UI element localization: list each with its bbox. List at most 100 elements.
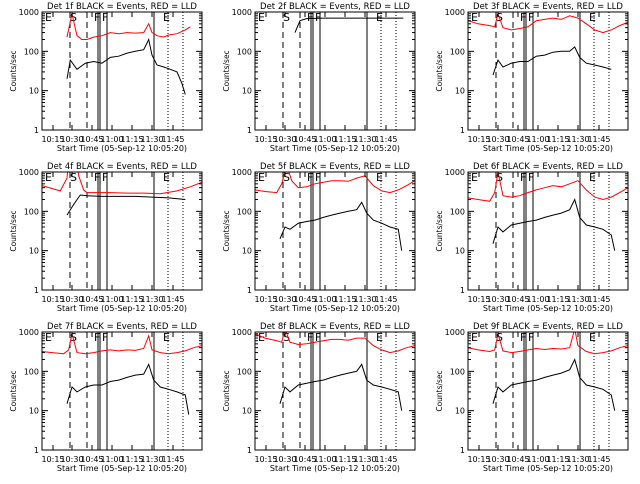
y-tick-label: 100: [24, 47, 39, 56]
events-series-line: [66, 37, 186, 95]
x-tick-label: 10:45: [506, 295, 529, 304]
y-tick-label: 10: [455, 87, 465, 96]
y-tick-label: 100: [237, 367, 252, 376]
y-tick-label: 1000: [19, 8, 39, 17]
y-tick-label: 1: [460, 446, 465, 455]
lld-series-line: [42, 172, 202, 195]
event-marker-label: S: [70, 11, 77, 24]
y-axis-label: Counts/sec: [435, 370, 444, 411]
x-tick-label: 11:00: [100, 455, 123, 464]
x-tick-label: 10:45: [293, 135, 316, 144]
series-group: [255, 332, 415, 411]
y-tick-label: 10: [29, 247, 39, 256]
event-marker-label: E: [163, 331, 170, 344]
y-axis: 1 10 100 1000: [232, 168, 415, 295]
lld-series-line: [42, 333, 202, 355]
panel-title: Det 3f BLACK = Events, RED = LLD: [473, 2, 623, 12]
event-marker-label: S: [283, 11, 290, 24]
y-axis-label: Counts/sec: [9, 50, 18, 91]
x-tick-label: 10:15: [467, 455, 490, 464]
event-marker-label: F: [94, 11, 100, 24]
y-tick-label: 1000: [445, 168, 465, 177]
marker-lines: [69, 12, 184, 130]
plot-frame: [254, 171, 416, 291]
plot-frame: [254, 11, 416, 131]
x-tick-label: 11:15: [333, 455, 356, 464]
event-marker-label: E: [589, 171, 596, 184]
y-axis-label: Counts/sec: [222, 50, 231, 91]
event-marker-label: F: [520, 331, 526, 344]
x-tick-label: 11:45: [374, 295, 397, 304]
series-group: [468, 172, 628, 251]
x-axis-label: Start Time (05-Sep-12 10:05:20): [483, 144, 613, 153]
y-axis-label: Counts/sec: [435, 210, 444, 251]
event-marker-label: E: [589, 11, 596, 24]
x-tick-label: 11:45: [587, 455, 610, 464]
panel-title: Det 5f BLACK = Events, RED = LLD: [260, 162, 410, 172]
x-tick-label: 10:45: [293, 295, 316, 304]
x-tick-label: 10:30: [60, 135, 83, 144]
event-marker-label: F: [528, 331, 534, 344]
y-tick-label: 1000: [19, 168, 39, 177]
x-axis-label: Start Time (05-Sep-12 10:05:20): [483, 304, 613, 313]
y-tick-label: 1: [460, 286, 465, 295]
x-tick-label: 11:00: [313, 455, 336, 464]
x-tick-label: 10:30: [273, 295, 296, 304]
x-axis-label: Start Time (05-Sep-12 10:05:20): [483, 464, 613, 473]
event-marker-label: F: [528, 171, 534, 184]
x-tick-label: 11:30: [353, 295, 376, 304]
x-axis-label: Start Time (05-Sep-12 10:05:20): [57, 144, 187, 153]
x-tick-label: 11:45: [374, 455, 397, 464]
x-tick-label: 11:30: [566, 135, 589, 144]
x-tick-label: 11:45: [587, 295, 610, 304]
y-tick-label: 1000: [232, 168, 252, 177]
lld-series-line: [468, 12, 628, 34]
x-axis-label: Start Time (05-Sep-12 10:05:20): [57, 304, 187, 313]
x-tick-label: 11:45: [161, 295, 184, 304]
panel-title: Det 4f BLACK = Events, RED = LLD: [47, 162, 197, 172]
y-axis: 1 10 100 1000: [19, 328, 202, 455]
x-tick-label: 11:15: [333, 135, 356, 144]
marker-lines: [282, 332, 397, 450]
x-tick-label: 10:30: [273, 135, 296, 144]
event-marker-label: F: [315, 171, 321, 184]
y-tick-label: 100: [450, 367, 465, 376]
y-axis: 1 10 100 1000: [232, 328, 415, 455]
x-tick-label: 10:30: [486, 295, 509, 304]
event-marker-label: E: [258, 171, 265, 184]
y-axis-label: Counts/sec: [9, 370, 18, 411]
x-tick-label: 10:30: [60, 455, 83, 464]
events-series-line: [492, 46, 612, 76]
y-axis-label: Counts/sec: [9, 210, 18, 251]
y-axis: 1 10 100 1000: [19, 8, 202, 135]
event-marker-label: E: [471, 171, 478, 184]
y-axis-label: Counts/sec: [222, 210, 231, 251]
y-axis: 1 10 100 1000: [445, 8, 628, 135]
marker-lines: [282, 12, 397, 130]
event-marker-label: E: [376, 11, 383, 24]
event-marker-label: F: [520, 11, 526, 24]
events-series-line: [66, 194, 186, 216]
x-tick-label: 10:15: [41, 295, 64, 304]
panel-title: Det 8f BLACK = Events, RED = LLD: [260, 322, 410, 332]
x-tick-label: 11:30: [140, 455, 163, 464]
event-marker-label: F: [102, 11, 108, 24]
x-tick-label: 10:15: [41, 135, 64, 144]
x-tick-label: 11:15: [546, 135, 569, 144]
series-group: [468, 332, 628, 411]
x-tick-label: 11:15: [120, 455, 143, 464]
y-axis: 1 10 100 1000: [445, 168, 628, 295]
event-marker-label: F: [102, 171, 108, 184]
event-marker-label: F: [315, 11, 321, 24]
lld-series-line: [255, 172, 415, 194]
panel-title: Det 6f BLACK = Events, RED = LLD: [473, 162, 623, 172]
event-marker-label: E: [589, 331, 596, 344]
x-tick-label: 10:45: [506, 455, 529, 464]
